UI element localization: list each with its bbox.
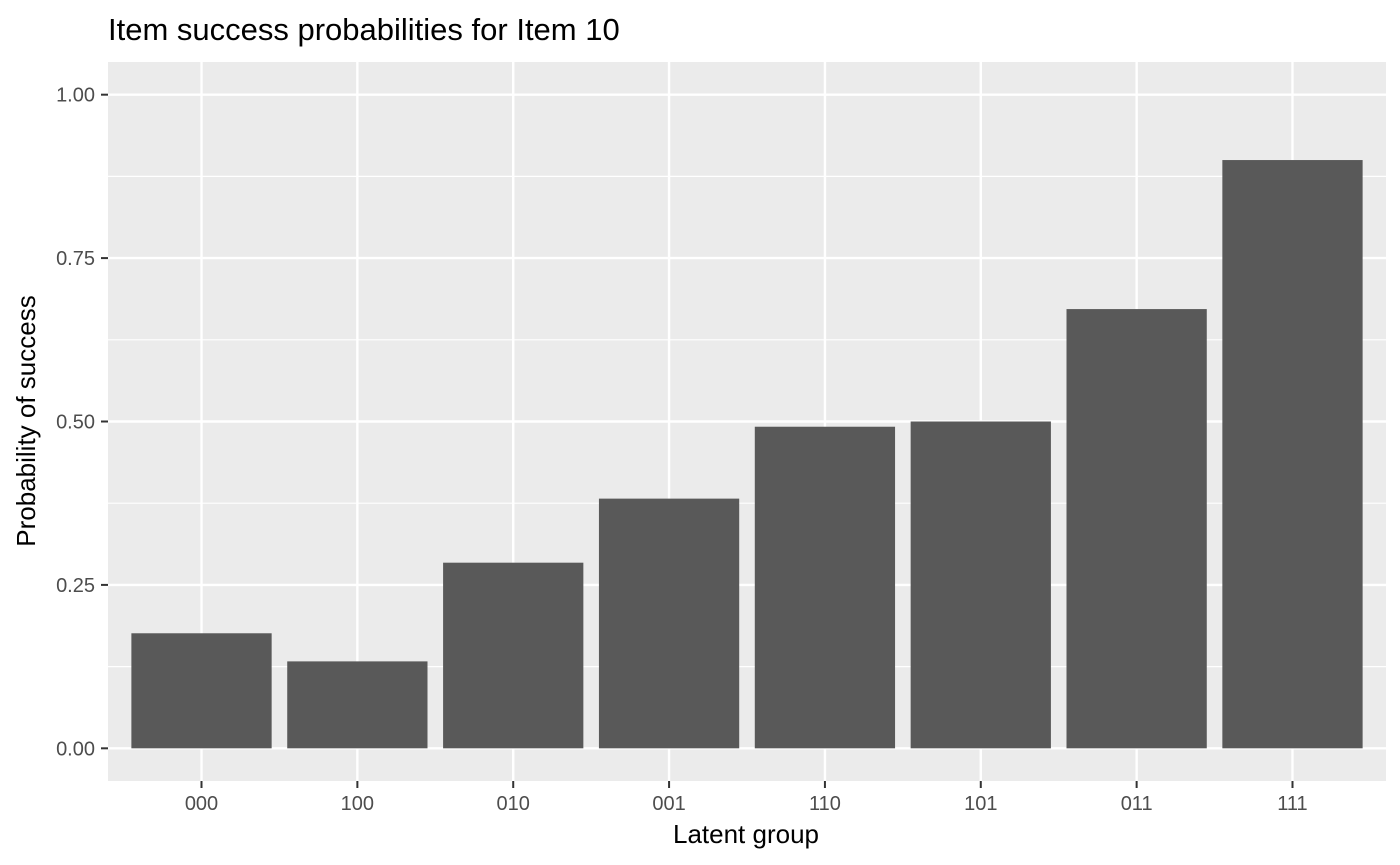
x-tick-label: 001	[652, 793, 685, 815]
x-tick-label: 110	[809, 793, 841, 815]
x-tick-label: 000	[185, 793, 218, 815]
x-tick-label: 011	[1121, 793, 1153, 815]
bar-001	[598, 498, 740, 749]
y-tick-label: 0.25	[56, 575, 95, 597]
bars	[131, 160, 1363, 749]
bar-110	[754, 426, 896, 749]
x-tick-label: 101	[964, 793, 997, 815]
bar-101	[910, 421, 1051, 749]
bar-000	[131, 633, 272, 749]
bar-111	[1222, 160, 1363, 749]
chart-title: Item success probabilities for Item 10	[108, 12, 620, 47]
bar-010	[443, 562, 584, 749]
x-tick-label: 100	[341, 793, 374, 815]
x-axis: 000 100 010 001 110 101 011 111	[185, 781, 1308, 815]
bar-011	[1066, 309, 1207, 749]
y-tick-label: 0.75	[56, 248, 95, 270]
y-tick-label: 0.50	[56, 412, 95, 434]
x-tick-label: 010	[497, 793, 530, 815]
x-axis-title: Latent group	[673, 819, 819, 849]
bar-100	[287, 661, 428, 749]
x-tick-label: 111	[1277, 793, 1307, 815]
y-axis: 0.00 0.25 0.50 0.75 1.00	[56, 85, 108, 760]
y-axis-title: Probability of success	[11, 295, 41, 546]
y-tick-label: 1.00	[56, 85, 95, 107]
y-tick-label: 0.00	[56, 738, 95, 760]
